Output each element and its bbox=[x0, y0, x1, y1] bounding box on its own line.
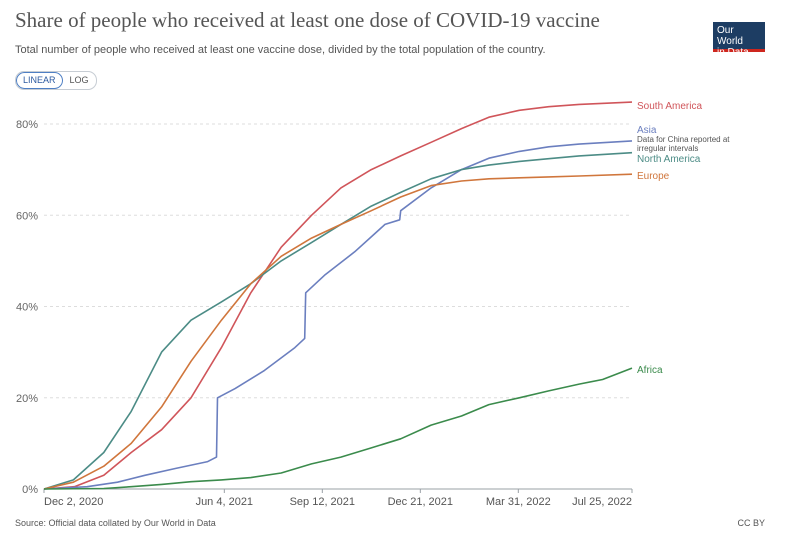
y-tick-label: 40% bbox=[16, 302, 38, 314]
series-label-south-america: South America bbox=[637, 101, 702, 112]
license-label[interactable]: CC BY bbox=[737, 518, 765, 528]
scale-toggle: LINEAR LOG bbox=[15, 71, 97, 90]
x-tick-label: Jun 4, 2021 bbox=[196, 496, 254, 508]
x-tick-label: Mar 31, 2022 bbox=[486, 496, 551, 508]
y-tick-label: 0% bbox=[22, 484, 38, 496]
asia-note-line1: Data for China reported at bbox=[637, 135, 730, 144]
x-tick-label: Sep 12, 2021 bbox=[290, 496, 355, 508]
series-line-north-america bbox=[43, 151, 633, 490]
x-tick-label: Dec 21, 2021 bbox=[388, 496, 453, 508]
series-line-asia bbox=[43, 140, 633, 490]
source-note: Source: Official data collated by Our Wo… bbox=[15, 518, 216, 528]
series-label-asia: Asia bbox=[637, 125, 657, 136]
y-tick-label: 20% bbox=[16, 393, 38, 405]
series-label-africa: Africa bbox=[637, 365, 663, 376]
x-tick-label: Dec 2, 2020 bbox=[44, 496, 103, 508]
linear-scale-button[interactable]: LINEAR bbox=[16, 72, 63, 89]
y-tick-label: 80% bbox=[16, 119, 38, 131]
series-label-north-america: North America bbox=[637, 154, 701, 165]
asia-note-line2: irregular intervals bbox=[637, 144, 698, 153]
y-tick-label: 60% bbox=[16, 210, 38, 222]
owid-logo[interactable]: Our World in Data bbox=[713, 22, 765, 58]
series-line-south-america bbox=[43, 101, 633, 490]
chart-title: Share of people who received at least on… bbox=[15, 8, 600, 32]
x-tick-label: Jul 25, 2022 bbox=[572, 496, 632, 508]
chart-subtitle: Total number of people who received at l… bbox=[15, 44, 546, 56]
logo-line1: Our World bbox=[717, 25, 743, 47]
log-scale-button[interactable]: LOG bbox=[69, 75, 89, 85]
series-line-africa bbox=[43, 367, 633, 490]
series-label-europe: Europe bbox=[637, 171, 670, 182]
series-line-europe bbox=[43, 173, 633, 490]
logo-line2: in Data bbox=[717, 47, 749, 58]
